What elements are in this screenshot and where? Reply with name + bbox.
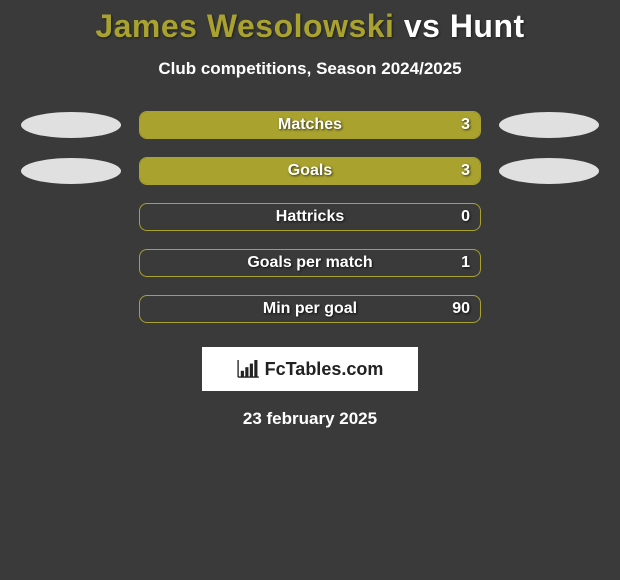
player2-avatar	[499, 112, 599, 138]
comparison-card: James Wesolowski vs Hunt Club competitio…	[0, 0, 620, 429]
stat-bar: Min per goal 90	[139, 295, 481, 323]
stat-label: Goals per match	[247, 254, 372, 272]
subtitle: Club competitions, Season 2024/2025	[0, 59, 620, 79]
player2-avatar	[499, 158, 599, 184]
stat-label: Goals	[288, 162, 332, 180]
stat-bar: Goals per match 1	[139, 249, 481, 277]
player1-name: James Wesolowski	[95, 8, 394, 44]
stat-value: 0	[461, 208, 470, 226]
stat-label: Min per goal	[263, 300, 357, 318]
stat-row: Matches 3	[0, 111, 620, 139]
stat-label: Matches	[278, 116, 342, 134]
stat-bar: Goals 3	[139, 157, 481, 185]
bar-chart-icon	[237, 360, 259, 378]
stat-rows: Matches 3 Goals 3 Hattricks 0 Goals per match 1…	[0, 111, 620, 323]
player2-name: Hunt	[450, 8, 525, 44]
stat-row: Goals 3	[0, 157, 620, 185]
stat-value: 3	[461, 116, 470, 134]
vs-text: vs	[404, 8, 441, 44]
stat-bar: Matches 3	[139, 111, 481, 139]
page-title: James Wesolowski vs Hunt	[0, 8, 620, 45]
stat-row: Goals per match 1	[0, 249, 620, 277]
stat-value: 3	[461, 162, 470, 180]
stat-bar: Hattricks 0	[139, 203, 481, 231]
player1-avatar	[21, 112, 121, 138]
stat-label: Hattricks	[276, 208, 344, 226]
stat-value: 1	[461, 254, 470, 272]
logo-text: FcTables.com	[265, 359, 384, 380]
stat-row: Min per goal 90	[0, 295, 620, 323]
fctables-logo[interactable]: FcTables.com	[202, 347, 418, 391]
date-text: 23 february 2025	[0, 409, 620, 429]
stat-value: 90	[452, 300, 470, 318]
stat-row: Hattricks 0	[0, 203, 620, 231]
player1-avatar	[21, 158, 121, 184]
